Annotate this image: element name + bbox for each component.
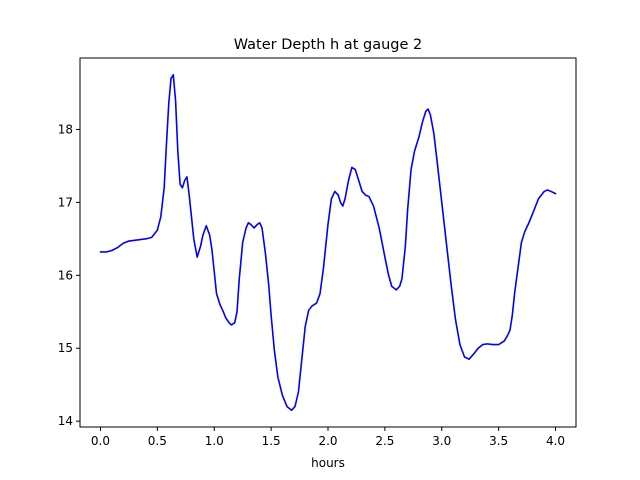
x-tick-label: 3.5 <box>489 434 508 448</box>
x-tick-label: 2.0 <box>318 434 337 448</box>
x-tick-label: 4.0 <box>546 434 565 448</box>
series-line-0 <box>99 73 557 412</box>
chart-title: Water Depth h at gauge 2 <box>234 37 422 53</box>
y-tick-label: 15 <box>58 341 73 355</box>
y-tick-label: 18 <box>58 122 73 136</box>
x-axis-label: hours <box>311 456 345 470</box>
x-tick-label: 2.5 <box>375 434 394 448</box>
y-axis: 14 15 16 17 18 <box>58 122 80 428</box>
y-tick-label: 16 <box>58 268 73 282</box>
x-tick-label: 3.0 <box>432 434 451 448</box>
plot-area <box>79 57 577 428</box>
y-tick-label: 14 <box>58 414 73 428</box>
x-tick-label: 0.0 <box>91 434 110 448</box>
x-tick-label: 1.5 <box>262 434 281 448</box>
x-axis: 0.0 0.5 1.0 1.5 2.0 2.5 3.0 3.5 4.0 <box>91 427 565 448</box>
x-tick-label: 0.5 <box>148 434 167 448</box>
y-tick-label: 17 <box>58 195 73 209</box>
x-tick-label: 1.0 <box>205 434 224 448</box>
plot-frame <box>79 57 577 428</box>
